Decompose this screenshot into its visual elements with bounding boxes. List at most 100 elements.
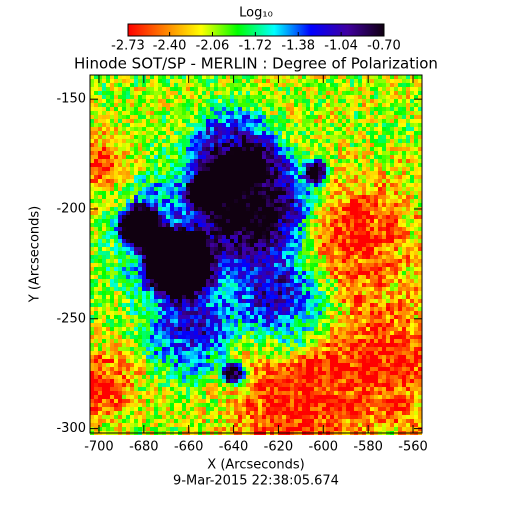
image-pixel bbox=[138, 255, 142, 259]
image-pixel bbox=[110, 235, 114, 239]
image-pixel bbox=[110, 315, 114, 319]
image-pixel bbox=[106, 267, 110, 271]
image-pixel bbox=[358, 275, 362, 279]
image-pixel bbox=[350, 243, 354, 247]
image-pixel bbox=[402, 247, 406, 251]
image-pixel bbox=[330, 91, 334, 95]
image-pixel bbox=[374, 255, 378, 259]
image-pixel bbox=[358, 159, 362, 163]
image-pixel bbox=[314, 239, 318, 243]
image-pixel bbox=[286, 155, 290, 159]
image-pixel bbox=[194, 175, 198, 179]
image-pixel bbox=[406, 163, 410, 167]
image-pixel bbox=[338, 287, 342, 291]
image-pixel bbox=[142, 187, 146, 191]
image-pixel bbox=[358, 147, 362, 151]
image-pixel bbox=[202, 107, 206, 111]
image-pixel bbox=[214, 219, 218, 223]
image-pixel bbox=[334, 191, 338, 195]
image-pixel bbox=[362, 171, 366, 175]
image-pixel bbox=[154, 203, 158, 207]
image-pixel bbox=[346, 267, 350, 271]
image-pixel bbox=[142, 147, 146, 151]
image-pixel bbox=[90, 275, 94, 279]
image-pixel bbox=[110, 103, 114, 107]
image-pixel bbox=[150, 219, 154, 223]
image-pixel bbox=[202, 291, 206, 295]
image-pixel bbox=[230, 299, 234, 303]
image-pixel bbox=[222, 239, 226, 243]
image-pixel bbox=[354, 87, 358, 91]
image-pixel bbox=[106, 143, 110, 147]
image-pixel bbox=[246, 275, 250, 279]
image-pixel bbox=[114, 127, 118, 131]
image-pixel bbox=[250, 123, 254, 127]
image-pixel bbox=[314, 235, 318, 239]
image-pixel bbox=[154, 239, 158, 243]
image-pixel bbox=[258, 123, 262, 127]
image-pixel bbox=[122, 111, 126, 115]
image-pixel bbox=[182, 303, 186, 307]
image-pixel bbox=[386, 123, 390, 127]
image-pixel bbox=[258, 131, 262, 135]
image-pixel bbox=[382, 267, 386, 271]
image-pixel bbox=[202, 243, 206, 247]
image-pixel bbox=[306, 279, 310, 283]
image-pixel bbox=[266, 103, 270, 107]
image-pixel bbox=[238, 135, 242, 139]
image-pixel bbox=[286, 159, 290, 163]
image-pixel bbox=[414, 135, 418, 139]
image-pixel bbox=[306, 135, 310, 139]
image-pixel bbox=[398, 83, 402, 87]
image-pixel bbox=[246, 231, 250, 235]
image-pixel bbox=[238, 187, 242, 191]
image-pixel bbox=[282, 107, 286, 111]
image-pixel bbox=[282, 195, 286, 199]
image-pixel bbox=[326, 203, 330, 207]
image-pixel bbox=[102, 307, 106, 311]
image-pixel bbox=[190, 247, 194, 251]
image-pixel bbox=[382, 83, 386, 87]
image-pixel bbox=[166, 235, 170, 239]
image-pixel bbox=[238, 87, 242, 91]
image-pixel bbox=[130, 147, 134, 151]
image-pixel bbox=[270, 195, 274, 199]
image-pixel bbox=[98, 191, 102, 195]
image-pixel bbox=[398, 99, 402, 103]
image-pixel bbox=[418, 187, 422, 191]
image-pixel bbox=[302, 203, 306, 207]
image-pixel bbox=[250, 247, 254, 251]
image-pixel bbox=[118, 91, 122, 95]
image-pixel bbox=[378, 183, 382, 187]
image-pixel bbox=[366, 199, 370, 203]
image-pixel bbox=[266, 115, 270, 119]
image-pixel bbox=[326, 115, 330, 119]
image-pixel bbox=[246, 123, 250, 127]
image-pixel bbox=[218, 127, 222, 131]
image-pixel bbox=[218, 95, 222, 99]
image-pixel bbox=[414, 267, 418, 271]
image-pixel bbox=[182, 147, 186, 151]
image-pixel bbox=[246, 263, 250, 267]
image-pixel bbox=[318, 159, 322, 163]
image-pixel bbox=[290, 183, 294, 187]
image-pixel bbox=[406, 99, 410, 103]
image-pixel bbox=[298, 143, 302, 147]
image-pixel bbox=[202, 147, 206, 151]
image-pixel bbox=[114, 111, 118, 115]
image-pixel bbox=[182, 155, 186, 159]
image-pixel bbox=[326, 191, 330, 195]
image-pixel bbox=[126, 103, 130, 107]
image-pixel bbox=[294, 231, 298, 235]
image-pixel bbox=[410, 287, 414, 291]
image-pixel bbox=[418, 267, 422, 271]
image-pixel bbox=[358, 283, 362, 287]
image-pixel bbox=[114, 211, 118, 215]
image-pixel bbox=[134, 303, 138, 307]
image-pixel bbox=[210, 275, 214, 279]
image-pixel bbox=[198, 243, 202, 247]
image-pixel bbox=[234, 135, 238, 139]
image-pixel bbox=[202, 167, 206, 171]
image-pixel bbox=[210, 195, 214, 199]
image-pixel bbox=[274, 275, 278, 279]
